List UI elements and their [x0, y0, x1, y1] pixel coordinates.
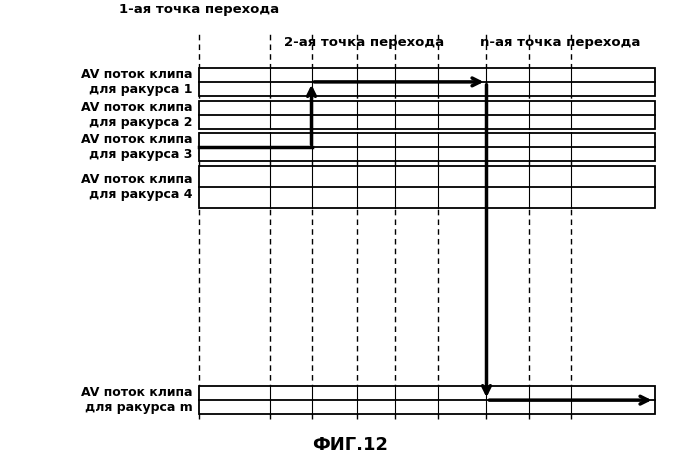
- Bar: [199, 101, 655, 129]
- Bar: [199, 386, 655, 414]
- Text: ФИГ.12: ФИГ.12: [312, 436, 388, 454]
- Text: AV поток клипа
для ракурса m: AV поток клипа для ракурса m: [81, 386, 193, 414]
- Text: AV поток клипа
для ракурса 1: AV поток клипа для ракурса 1: [81, 68, 193, 96]
- Text: 2-ая точка перехода: 2-ая точка перехода: [284, 36, 444, 49]
- Text: 1-ая точка перехода: 1-ая точка перехода: [120, 3, 279, 16]
- Text: AV поток клипа
для ракурса 4: AV поток клипа для ракурса 4: [81, 173, 193, 201]
- Bar: [199, 68, 655, 96]
- Bar: [199, 133, 655, 161]
- Text: n-ая точка перехода: n-ая точка перехода: [480, 36, 640, 49]
- Text: AV поток клипа
для ракурса 2: AV поток клипа для ракурса 2: [81, 101, 193, 129]
- Text: AV поток клипа
для ракурса 3: AV поток клипа для ракурса 3: [81, 133, 193, 161]
- Bar: [199, 166, 655, 208]
